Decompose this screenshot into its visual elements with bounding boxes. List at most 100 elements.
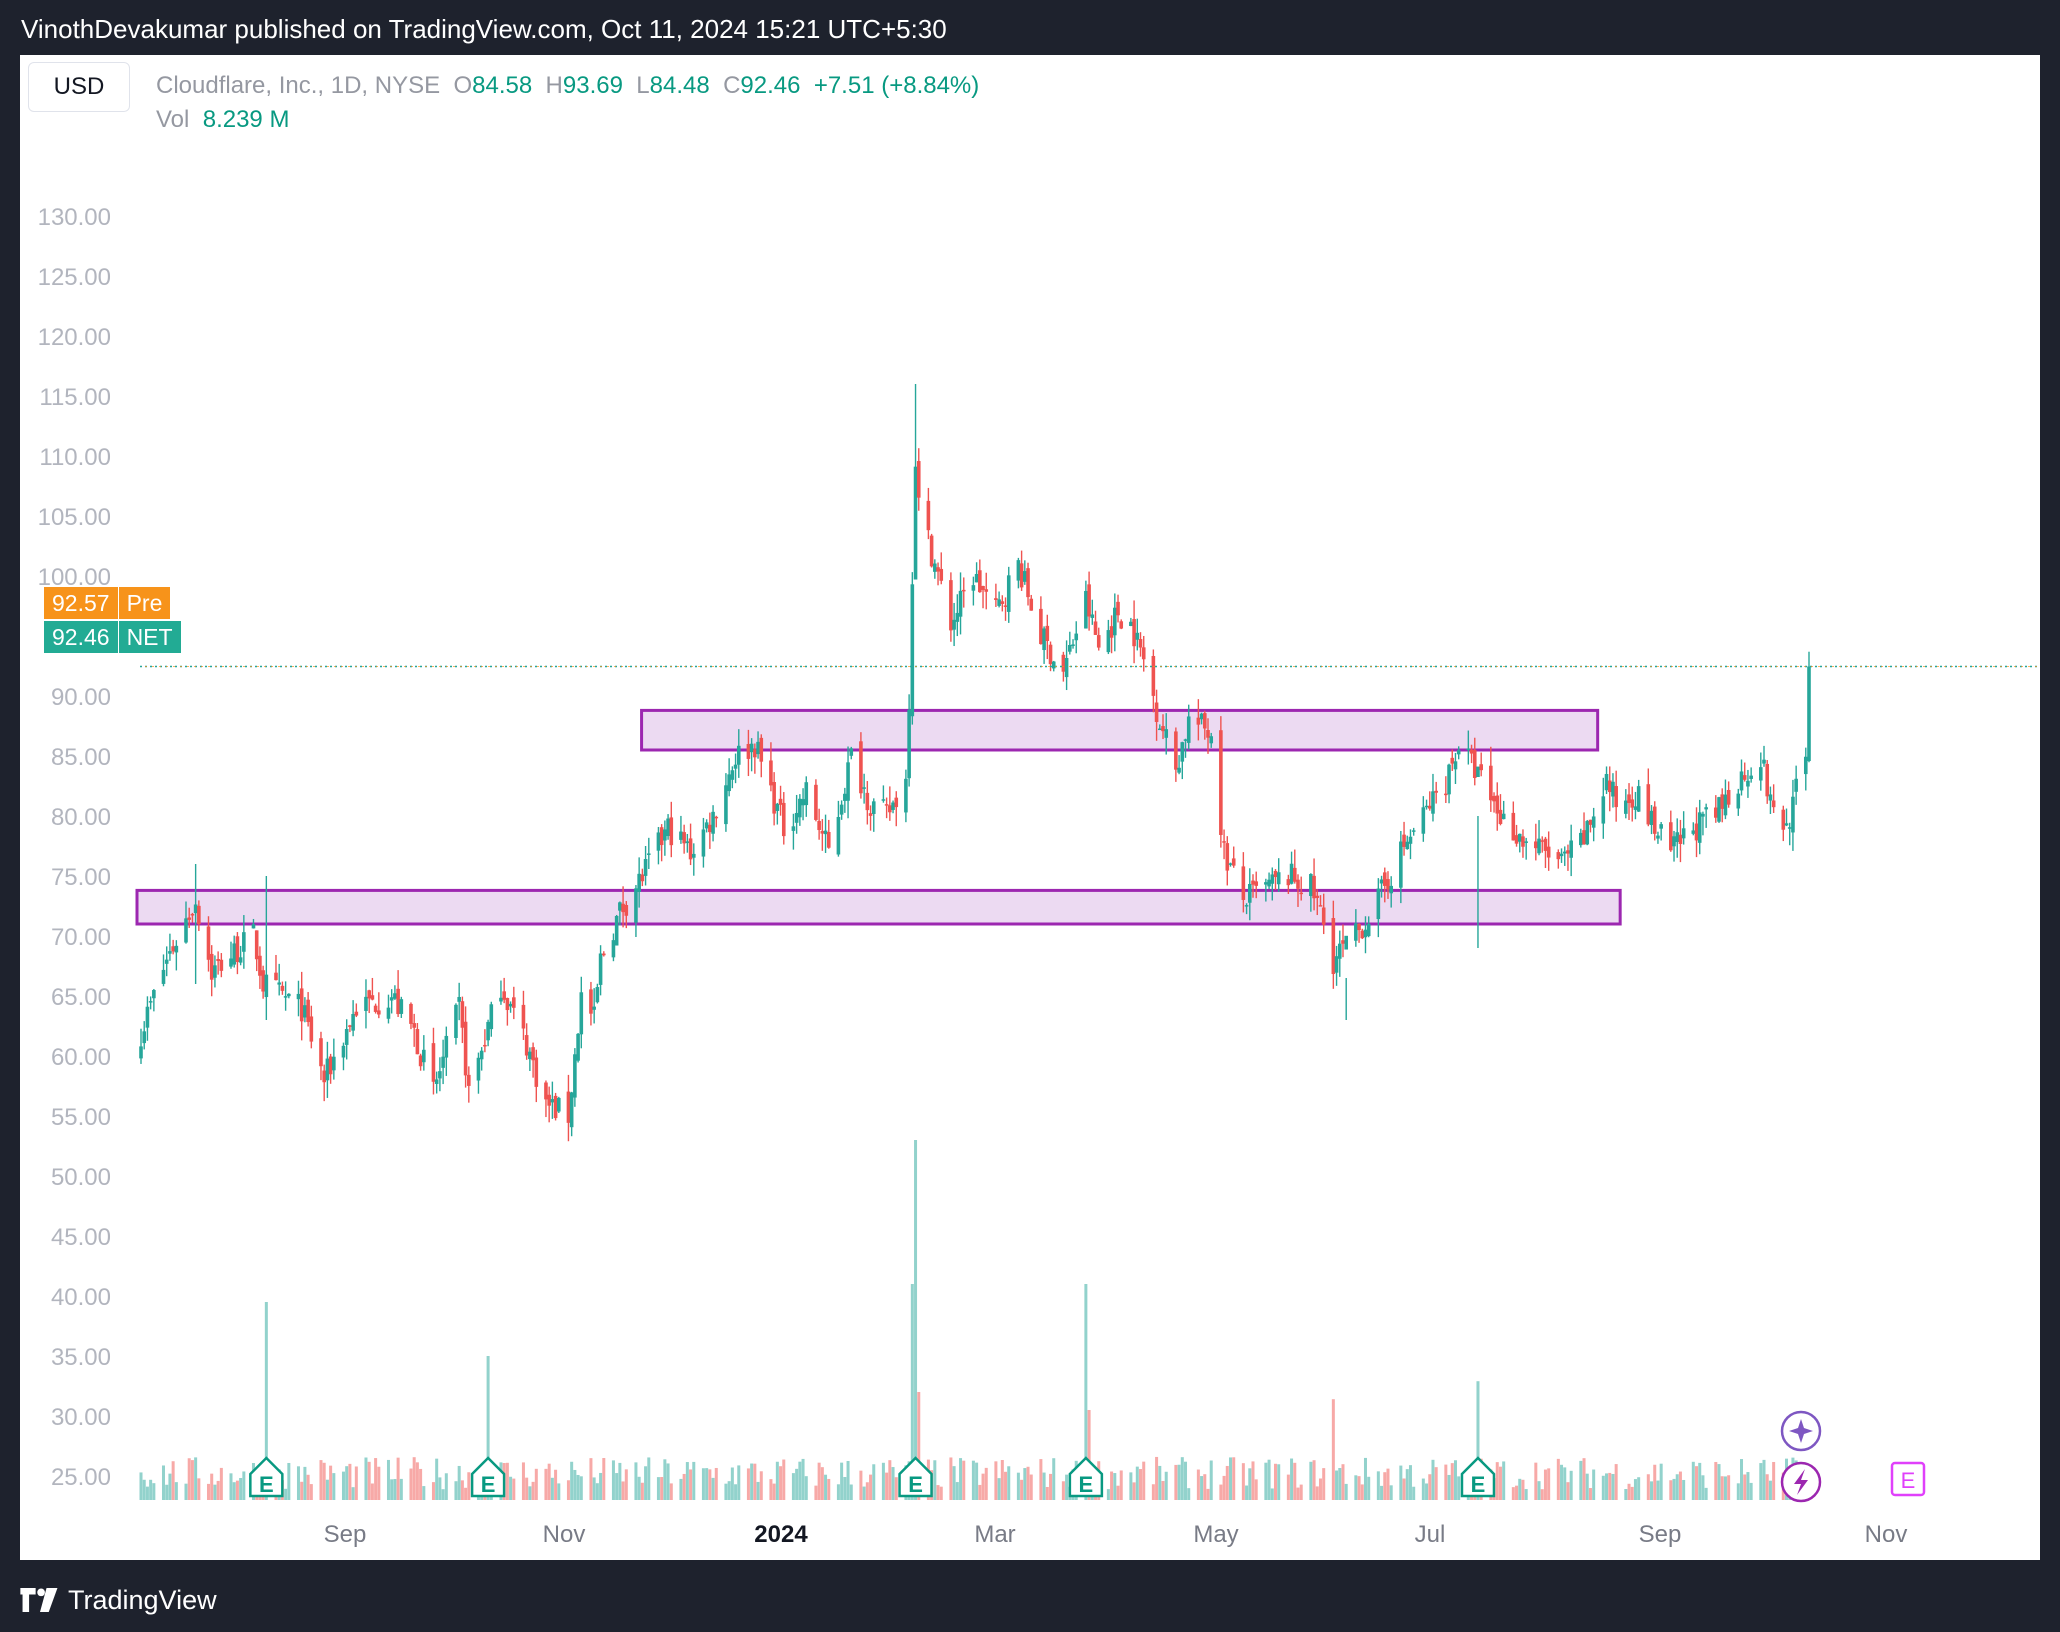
- publisher-text: VinothDevakumar published on TradingView…: [21, 14, 947, 44]
- volume-bar: [1399, 1465, 1403, 1500]
- volume-bar: [1444, 1464, 1448, 1500]
- candle-body: [306, 999, 310, 1023]
- candle-body: [164, 959, 169, 964]
- volume-bar: [1296, 1487, 1300, 1500]
- volume-bar: [1601, 1475, 1605, 1500]
- candle-body: [242, 932, 246, 952]
- earnings-marker[interactable]: E: [249, 1456, 284, 1498]
- candle-body: [640, 874, 645, 882]
- candle-body: [319, 1038, 323, 1067]
- volume-bar: [190, 1460, 194, 1500]
- candle-body: [1726, 789, 1731, 805]
- volume-bar: [570, 1461, 574, 1500]
- candle-body: [557, 1097, 561, 1112]
- candle-body: [798, 798, 802, 818]
- candle-body: [1267, 879, 1271, 887]
- volume-bar: [595, 1483, 599, 1500]
- earnings-marker[interactable]: E: [1460, 1456, 1496, 1498]
- candle-body: [1254, 881, 1259, 886]
- volume-bar: [1560, 1464, 1564, 1500]
- candle-body: [714, 816, 719, 819]
- candle-body: [910, 584, 915, 717]
- volume-bar: [692, 1461, 696, 1500]
- candle-body: [981, 585, 985, 590]
- candle-body: [409, 1003, 413, 1024]
- high-label: H: [545, 72, 563, 99]
- volume-bar: [325, 1479, 329, 1500]
- candle-body: [1611, 781, 1615, 797]
- candle-body: [688, 838, 693, 860]
- candle-body: [974, 573, 979, 583]
- volume-bar: [1129, 1472, 1133, 1500]
- candle-body: [1614, 786, 1618, 808]
- volume-bar: [1768, 1480, 1772, 1500]
- volume-bar: [1273, 1463, 1277, 1500]
- candle-body: [1299, 892, 1304, 895]
- candle-body: [486, 1021, 490, 1041]
- candle-body: [888, 805, 892, 813]
- volume-bar: [611, 1460, 615, 1500]
- candle-body: [1543, 838, 1548, 851]
- candle-body: [457, 996, 461, 1002]
- candle-body: [1701, 813, 1705, 817]
- earnings-marker[interactable]: E: [898, 1456, 933, 1498]
- candle-body: [483, 1044, 487, 1047]
- price-chart[interactable]: 130.00 125.00 120.00 115.00 110.00 105.00 100.…: [20, 55, 2040, 1560]
- candle-body: [254, 930, 259, 960]
- volume-bar: [1682, 1479, 1686, 1500]
- volume-bar: [1627, 1483, 1631, 1500]
- volume-bar: [303, 1466, 307, 1500]
- volume-bar: [367, 1461, 371, 1500]
- candle-body: [422, 1049, 426, 1063]
- volume-bar: [187, 1458, 191, 1500]
- candle-body: [489, 1004, 494, 1030]
- candle-body: [309, 1016, 314, 1042]
- volume-bar: [621, 1481, 625, 1500]
- candle-body: [1591, 816, 1596, 828]
- chart-frame[interactable]: 130.00 125.00 120.00 115.00 110.00 105.00 100.…: [20, 55, 2040, 1560]
- currency-button[interactable]: USD: [28, 62, 130, 112]
- candlestick-series[interactable]: [139, 384, 1811, 1142]
- symbol-legend: Cloudflare, Inc., 1D, NYSE O84.58 H93.69…: [156, 72, 979, 100]
- candle-body: [1157, 728, 1162, 731]
- candle-body: [1794, 778, 1798, 792]
- candle-body: [949, 580, 953, 631]
- volume-bar: [1669, 1480, 1673, 1500]
- candle-body: [1514, 835, 1519, 844]
- volume-bar: [557, 1483, 561, 1500]
- volume-bar: [1386, 1468, 1390, 1500]
- candle-body: [839, 804, 844, 815]
- candle-body: [190, 913, 195, 916]
- candle-body: [1090, 614, 1095, 618]
- future-earnings-marker[interactable]: E: [1890, 1461, 1926, 1497]
- candle-body: [467, 1074, 471, 1086]
- earnings-marker[interactable]: E: [470, 1456, 506, 1498]
- candle-body: [139, 1046, 143, 1059]
- earnings-marker[interactable]: E: [1068, 1456, 1104, 1498]
- earnings-label: E: [481, 1472, 496, 1497]
- candle-body: [1039, 608, 1043, 645]
- sparkle-icon[interactable]: [1780, 1410, 1822, 1452]
- volume-bar: [701, 1468, 705, 1500]
- volume-value: 8.239 M: [202, 106, 290, 133]
- lightning-icon[interactable]: [1780, 1461, 1822, 1503]
- candle-body: [1630, 799, 1635, 808]
- candle-body: [1309, 874, 1313, 896]
- volume-bar: [910, 1284, 914, 1500]
- candle-body: [1363, 929, 1368, 938]
- candle-body: [971, 585, 976, 591]
- volume-bar: [1206, 1488, 1210, 1500]
- candle-body: [1222, 841, 1226, 843]
- time-tick-label: Mar: [974, 1521, 1015, 1548]
- candle-body: [1019, 563, 1024, 588]
- candle-body: [691, 853, 696, 858]
- volume-bar: [566, 1480, 570, 1500]
- volume-bar: [1277, 1464, 1281, 1500]
- volume-bar: [235, 1480, 239, 1500]
- candle-body: [1251, 880, 1255, 885]
- volume-bar: [1155, 1456, 1159, 1500]
- candle-body: [733, 764, 738, 769]
- support-resistance-zones[interactable]: [135, 708, 1622, 926]
- candle-body: [1447, 764, 1451, 795]
